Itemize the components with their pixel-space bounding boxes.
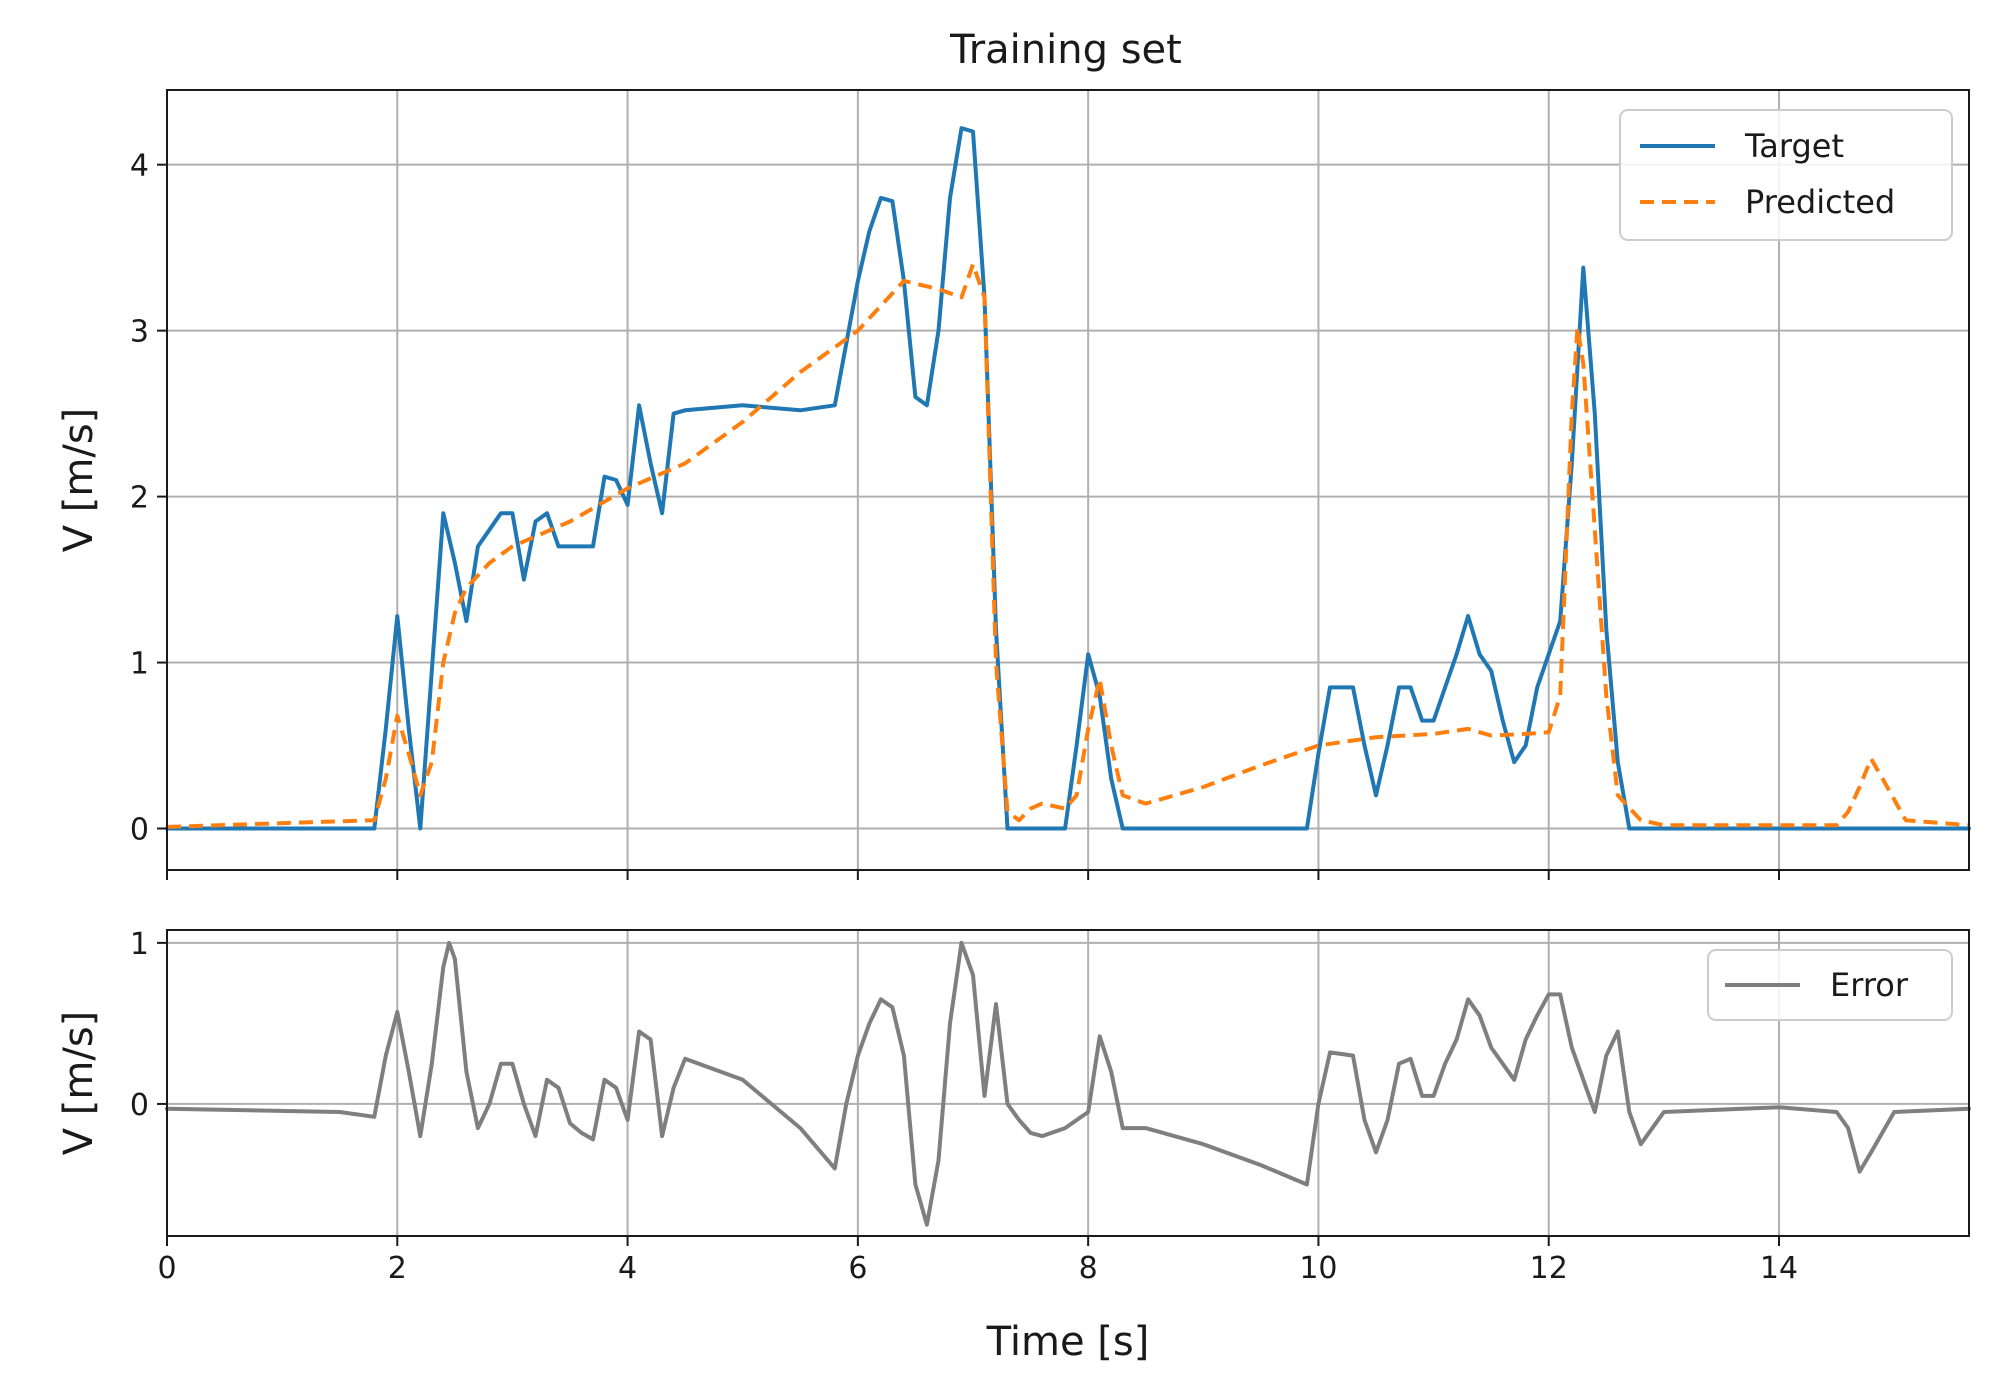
series-line-target — [165, 126, 1971, 831]
y-tick-label: 1 — [130, 647, 149, 682]
bottom-legend-box — [1707, 949, 1953, 1021]
x-tick-label: 6 — [848, 1251, 867, 1286]
top-series-group — [165, 126, 1971, 831]
bottom-plot-frame — [166, 929, 1970, 1237]
top-panel: Training set 0 1 2 3 4 V [m/s] Target Predic… — [56, 27, 1971, 880]
series-line-predicted — [166, 262, 1970, 829]
legend-target-label: Target — [1744, 127, 1844, 165]
top-plot-frame — [166, 89, 1970, 871]
x-tick-label: 4 — [618, 1251, 637, 1286]
top-y-axis-label: V [m/s] — [56, 408, 102, 553]
top-ticks: 0 1 2 3 4 — [130, 149, 1781, 880]
x-tick-label: 12 — [1530, 1251, 1568, 1286]
x-tick-label: 2 — [388, 1251, 407, 1286]
chart-title: Training set — [949, 27, 1182, 73]
y-tick-label: 1 — [130, 927, 149, 962]
bottom-panel: 0 2 4 6 8 10 12 14 0 1 V [m/s] Time [s] Error — [56, 927, 1971, 1365]
x-axis-label: Time [s] — [986, 1319, 1150, 1365]
bottom-grid — [167, 930, 1969, 1236]
legend-predicted-label: Predicted — [1745, 183, 1895, 221]
x-tick-label: 0 — [157, 1251, 176, 1286]
top-legend-box — [1619, 109, 1953, 241]
x-tick-label: 8 — [1079, 1251, 1098, 1286]
bottom-ticks: 0 2 4 6 8 10 12 14 0 1 — [130, 927, 1798, 1286]
top-grid — [167, 90, 1969, 870]
bottom-y-axis-label: V [m/s] — [56, 1011, 102, 1156]
bottom-legend: Error — [1707, 949, 1953, 1021]
y-tick-label: 4 — [130, 149, 149, 184]
series-line-error — [165, 940, 1971, 1227]
top-legend: Target Predicted — [1619, 109, 1953, 241]
y-tick-label: 0 — [130, 1088, 149, 1123]
y-tick-label: 3 — [130, 315, 149, 350]
x-tick-label: 10 — [1299, 1251, 1337, 1286]
y-tick-label: 2 — [130, 481, 149, 516]
legend-error-label: Error — [1830, 966, 1909, 1004]
x-tick-label: 14 — [1760, 1251, 1798, 1286]
bottom-series-group — [165, 940, 1971, 1227]
y-tick-label: 0 — [130, 813, 149, 848]
